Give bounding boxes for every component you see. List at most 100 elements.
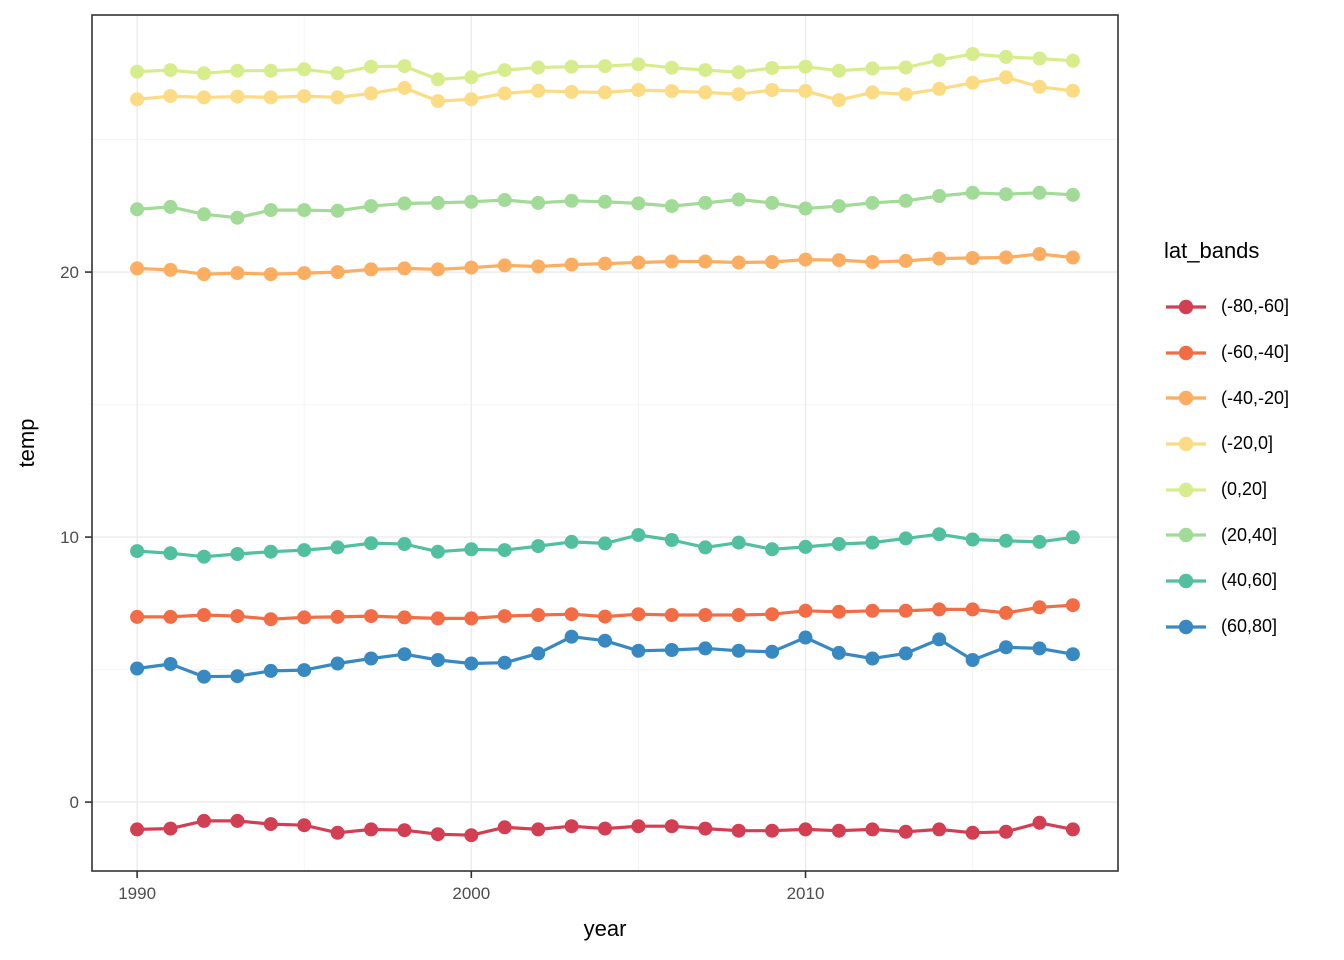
legend-key-icon <box>1166 573 1206 589</box>
data-point <box>497 86 512 101</box>
data-point <box>1032 247 1047 261</box>
data-point <box>999 250 1013 265</box>
data-point <box>965 185 980 200</box>
data-point <box>230 266 245 281</box>
data-point <box>698 85 713 100</box>
data-point <box>865 651 880 666</box>
data-point <box>130 661 145 676</box>
data-point <box>831 604 846 619</box>
data-point <box>698 641 713 656</box>
y-tick-label: 10 <box>60 528 79 547</box>
data-point <box>631 528 646 542</box>
data-point <box>397 647 412 662</box>
data-point <box>631 607 646 622</box>
data-point <box>197 267 211 282</box>
data-point <box>531 259 546 274</box>
data-point <box>230 547 245 561</box>
data-point <box>664 84 679 99</box>
data-point <box>497 543 512 558</box>
data-point <box>932 602 947 617</box>
data-point <box>430 195 445 210</box>
data-point <box>898 87 913 102</box>
data-point <box>999 187 1013 202</box>
data-point <box>831 537 846 551</box>
data-point <box>698 540 713 555</box>
data-point <box>1032 51 1047 66</box>
data-point <box>731 87 746 102</box>
data-point <box>698 608 713 622</box>
data-point <box>130 822 145 837</box>
data-point <box>364 59 379 74</box>
legend-key-icon <box>1166 528 1206 543</box>
data-point <box>263 612 278 627</box>
data-point <box>598 609 612 624</box>
y-tick-label: 20 <box>60 263 79 282</box>
data-point <box>197 90 211 105</box>
data-point <box>1032 79 1047 94</box>
data-point <box>230 669 245 684</box>
data-point <box>1032 185 1047 200</box>
data-point <box>664 608 679 622</box>
data-point <box>831 199 846 214</box>
data-point <box>631 57 646 72</box>
data-point <box>464 70 479 85</box>
data-point <box>765 607 780 622</box>
x-axis-title: year <box>583 916 627 941</box>
data-point <box>364 536 379 551</box>
data-point <box>197 207 211 222</box>
data-point <box>664 60 679 75</box>
data-point <box>731 192 746 207</box>
data-point <box>765 644 780 659</box>
data-point <box>531 83 546 98</box>
data-point <box>297 543 312 558</box>
data-point <box>865 822 880 837</box>
data-point <box>163 199 178 214</box>
data-point <box>932 822 947 837</box>
data-point <box>163 609 178 624</box>
data-point <box>564 59 579 74</box>
data-point <box>197 66 211 81</box>
data-point <box>531 822 546 837</box>
data-point <box>865 535 880 550</box>
data-point <box>564 534 579 549</box>
data-point <box>397 196 412 211</box>
legend-title: lat_bands <box>1164 238 1260 263</box>
data-point <box>430 262 445 277</box>
data-point <box>364 609 379 624</box>
data-point <box>130 64 145 79</box>
data-point <box>831 253 846 268</box>
data-point <box>397 610 412 625</box>
data-point <box>397 823 412 838</box>
data-point <box>330 203 345 218</box>
data-point <box>263 203 278 218</box>
data-point <box>731 608 746 622</box>
data-point <box>430 611 445 626</box>
data-point <box>163 63 178 78</box>
x-tick-label: 2010 <box>787 884 825 903</box>
data-point <box>197 813 211 828</box>
data-point <box>197 608 211 622</box>
data-point <box>898 253 913 268</box>
data-point <box>130 92 145 107</box>
legend: lat_bands (-80,-60] (-60,-40] (-40,-20] (-2… <box>1164 238 1289 650</box>
data-point <box>765 61 780 75</box>
legend-item-label: (40,60] <box>1221 570 1278 591</box>
legend-items: (-80,-60] (-60,-40] (-40,-20] (-20,0] (0,20]… <box>1164 284 1289 650</box>
data-point <box>364 86 379 101</box>
data-point <box>898 531 913 546</box>
legend-item-label: (0,20] <box>1221 479 1268 500</box>
data-point <box>698 63 713 78</box>
data-point <box>364 822 379 837</box>
data-point <box>798 630 813 645</box>
data-point <box>330 540 345 555</box>
legend-item: (0,20] <box>1164 467 1289 513</box>
data-point <box>865 603 880 618</box>
data-point <box>531 646 546 661</box>
data-point <box>1065 53 1080 68</box>
data-point <box>798 59 813 74</box>
data-point <box>731 643 746 658</box>
legend-item-label: (-60,-40] <box>1221 342 1290 363</box>
data-point <box>999 70 1013 85</box>
data-point <box>1065 250 1080 265</box>
data-point <box>965 47 980 61</box>
